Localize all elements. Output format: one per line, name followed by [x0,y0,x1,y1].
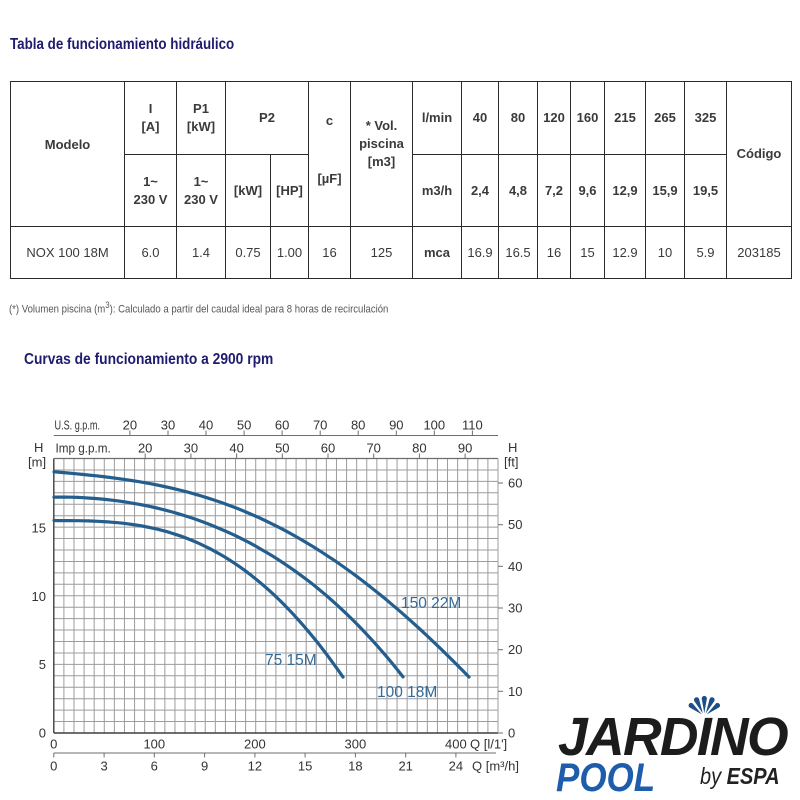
svg-text:10: 10 [508,684,522,699]
svg-text:12: 12 [248,759,262,774]
svg-text:100: 100 [423,418,445,433]
svg-text:H: H [34,440,43,455]
svg-text:Imp g.p.m.: Imp g.p.m. [56,441,111,456]
svg-text:30: 30 [161,418,175,433]
svg-text:18: 18 [348,759,362,774]
svg-text:90: 90 [389,418,403,433]
svg-text:80: 80 [412,441,426,456]
svg-text:[ft]: [ft] [504,455,518,470]
svg-text:100 18M: 100 18M [377,684,437,701]
svg-text:30: 30 [184,441,198,456]
svg-text:50: 50 [508,517,522,532]
svg-text:70: 70 [313,418,327,433]
svg-text:0: 0 [508,726,515,741]
svg-text:U.S. g.p.m.: U.S. g.p.m. [55,419,101,433]
svg-text:90: 90 [458,441,472,456]
svg-text:20: 20 [138,441,152,456]
svg-text:JARDINO: JARDINO [558,708,788,767]
svg-text:60: 60 [508,476,522,491]
svg-text:by ESPA: by ESPA [700,762,780,789]
svg-text:9: 9 [201,759,208,774]
svg-text:50: 50 [275,441,289,456]
svg-text:50: 50 [237,418,251,433]
svg-text:70: 70 [366,441,380,456]
svg-text:21: 21 [398,759,412,774]
svg-text:Q [l/1']: Q [l/1'] [470,737,507,752]
svg-text:80: 80 [351,418,365,433]
svg-text:20: 20 [123,418,137,433]
svg-text:10: 10 [32,589,46,604]
svg-text:0: 0 [39,726,46,741]
svg-text:15: 15 [32,521,46,536]
svg-text:H: H [508,440,517,455]
svg-text:5: 5 [39,657,46,672]
svg-text:60: 60 [275,418,289,433]
svg-text:15: 15 [298,759,312,774]
svg-text:150 22M: 150 22M [401,595,461,612]
svg-text:110: 110 [462,418,483,433]
svg-text:300: 300 [345,737,367,752]
svg-text:6: 6 [151,759,158,774]
svg-text:Q [m³/h]: Q [m³/h] [472,759,519,774]
svg-text:20: 20 [508,642,522,657]
svg-text:100: 100 [143,737,165,752]
svg-text:40: 40 [229,441,243,456]
svg-text:40: 40 [199,418,213,433]
svg-text:30: 30 [508,601,522,616]
svg-text:3: 3 [100,759,107,774]
svg-text:POOL: POOL [556,755,655,800]
svg-text:0: 0 [50,737,57,752]
svg-text:0: 0 [50,759,57,774]
svg-text:200: 200 [244,737,266,752]
svg-text:40: 40 [508,559,522,574]
svg-text:24: 24 [449,759,463,774]
svg-text:[m]: [m] [28,455,46,470]
svg-text:60: 60 [321,441,335,456]
svg-text:75 15M: 75 15M [265,652,317,669]
svg-text:400: 400 [445,737,467,752]
